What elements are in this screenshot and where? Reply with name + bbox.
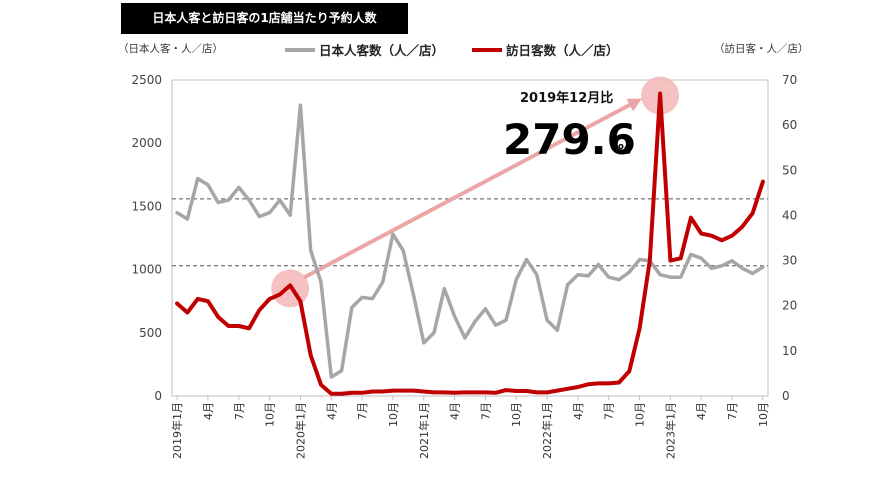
right-tick-label-10: 10 <box>782 344 797 358</box>
x-tick-label-17: 4月 <box>695 402 708 420</box>
x-tick-label-3: 10月 <box>264 402 277 427</box>
legend: 日本人客数（人／店） 訪日客数（人／店） <box>285 40 647 59</box>
left-axis-unit: （日本人客・人／店） <box>118 43 223 55</box>
x-tick-label-19: 10月 <box>757 402 770 427</box>
x-tick-label-13: 4月 <box>572 402 585 420</box>
trend-arrow-shaft <box>303 99 638 280</box>
annotation-unit: % <box>618 143 631 158</box>
legend-label-japanese: 日本人客数（人／店） <box>319 43 445 58</box>
legend-item-visitors: 訪日客数（人／店） <box>472 40 619 59</box>
left-tick-label-1500: 1500 <box>131 199 162 213</box>
left-tick-label-0: 0 <box>154 389 162 403</box>
x-tick-label-16: 2023年1月 <box>663 402 677 459</box>
x-tick-label-18: 7月 <box>726 402 739 420</box>
left-tick-label-500: 500 <box>139 326 162 340</box>
right-tick-label-30: 30 <box>782 254 797 268</box>
left-tick-label-2000: 2000 <box>131 136 162 150</box>
x-tick-label-14: 7月 <box>603 402 616 420</box>
x-tick-label-8: 2021年1月 <box>417 402 431 459</box>
right-tick-label-20: 20 <box>782 299 797 313</box>
right-tick-label-70: 70 <box>782 73 797 87</box>
plot-frame <box>171 79 769 397</box>
x-tick-label-10: 7月 <box>479 402 492 420</box>
chart-title: 日本人客と訪日客の1店舗当たり予約人数 <box>121 3 408 34</box>
annotation-value: 279.6 <box>503 115 636 164</box>
right-tick-label-40: 40 <box>782 208 797 222</box>
legend-item-japanese: 日本人客数（人／店） <box>285 40 444 59</box>
series-line-japanese <box>175 103 765 379</box>
x-tick-label-15: 10月 <box>634 402 647 427</box>
x-tick-label-11: 10月 <box>510 402 523 427</box>
trend-arrow-head <box>626 98 643 112</box>
right-tick-label-0: 0 <box>782 389 790 403</box>
right-tick-label-50: 50 <box>782 163 797 177</box>
left-tick-label-1000: 1000 <box>131 263 162 277</box>
series-line-visitors <box>175 91 765 396</box>
x-tick-label-0: 2019年1月 <box>170 402 184 459</box>
legend-swatch-japanese <box>285 47 315 52</box>
right-axis-unit: （訪日客・人／店） <box>714 43 809 55</box>
left-tick-label-2500: 2500 <box>131 73 162 87</box>
annotation-label: 2019年12月比 <box>520 90 613 106</box>
x-tick-label-12: 2022年1月 <box>540 402 554 459</box>
x-tick-label-4: 2020年1月 <box>293 402 307 459</box>
x-tick-label-1: 4月 <box>202 402 215 420</box>
legend-label-visitors: 訪日客数（人／店） <box>506 43 619 58</box>
legend-swatch-visitors <box>472 47 503 52</box>
x-tick-label-5: 4月 <box>325 402 338 420</box>
x-tick-label-2: 7月 <box>233 402 246 420</box>
x-tick-label-9: 4月 <box>449 402 462 420</box>
x-tick-label-6: 7月 <box>356 402 369 420</box>
x-tick-label-7: 10月 <box>387 402 400 427</box>
right-tick-label-60: 60 <box>782 118 797 132</box>
